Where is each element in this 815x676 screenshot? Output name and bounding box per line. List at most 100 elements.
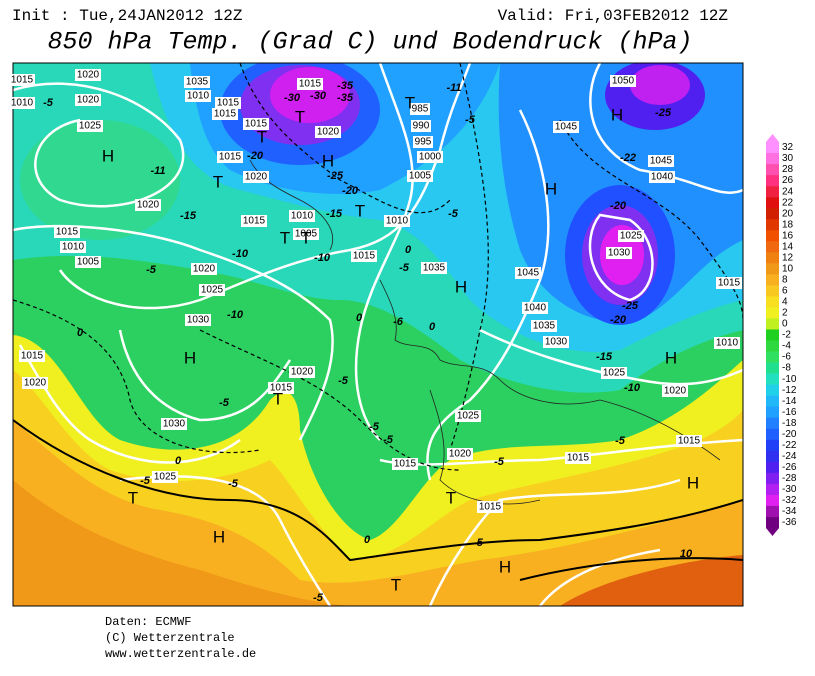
isobar-label: 1035 bbox=[533, 321, 556, 332]
isobar-label-box bbox=[477, 501, 503, 513]
colorbar-label: -34 bbox=[782, 506, 797, 517]
temperature-label: 0 bbox=[77, 327, 84, 339]
colorbar-label: -16 bbox=[782, 407, 797, 418]
temperature-label: -5 bbox=[140, 475, 151, 487]
pressure-center: T bbox=[257, 127, 267, 146]
temperature-label: -10 bbox=[314, 252, 331, 264]
colorbar-label: 8 bbox=[782, 274, 788, 285]
isobar-label-box bbox=[515, 267, 541, 279]
temperature-label: -25 bbox=[622, 300, 639, 312]
colorbar-label: -30 bbox=[782, 484, 797, 495]
isobar-label: 1020 bbox=[317, 127, 340, 138]
isobar-label-box bbox=[185, 314, 211, 326]
isobar-label: 1025 bbox=[154, 472, 177, 483]
isobar-label: 1010 bbox=[291, 211, 314, 222]
isobar-label: 1015 bbox=[21, 351, 44, 362]
isobar-label: 1005 bbox=[409, 171, 432, 182]
isobar-label-box bbox=[75, 94, 101, 106]
isobar-label-box bbox=[60, 241, 86, 253]
isobar-label: 1025 bbox=[620, 231, 643, 242]
isobar-label-box bbox=[19, 350, 45, 362]
colorbar-swatch bbox=[766, 395, 779, 407]
isobar-label-box bbox=[77, 120, 103, 132]
temperature-label: -6 bbox=[393, 316, 404, 328]
isobar-label: 1005 bbox=[295, 229, 318, 240]
temperature-label: -20 bbox=[342, 185, 359, 197]
isobar-label: 1035 bbox=[186, 77, 209, 88]
isobar-label-box bbox=[455, 410, 481, 422]
temperature-label: -35 bbox=[337, 92, 354, 104]
temperature-label: -5 bbox=[494, 456, 505, 468]
temperature-label: -5 bbox=[399, 262, 410, 274]
colorbar-swatch bbox=[766, 351, 779, 363]
colorbar-label: -20 bbox=[782, 429, 797, 440]
pressure-center: H bbox=[611, 105, 623, 124]
colorbar-swatch bbox=[766, 318, 779, 330]
pressure-center: T bbox=[355, 201, 365, 220]
isobar-label: 990 bbox=[413, 121, 430, 132]
isobar-label-box bbox=[648, 155, 674, 167]
pressure-center: H bbox=[455, 277, 467, 296]
colorbar-swatch bbox=[766, 252, 779, 264]
colorbar-label: 6 bbox=[782, 286, 788, 297]
isobar-label-box bbox=[54, 226, 80, 238]
isobar-label-box bbox=[297, 78, 323, 90]
temperature-label: -20 bbox=[247, 150, 264, 162]
isobar-label: 1020 bbox=[449, 449, 472, 460]
temperature-label: -5 bbox=[383, 434, 394, 446]
pressure-center: H bbox=[545, 179, 557, 198]
colorbar-swatch bbox=[766, 175, 779, 187]
colorbar-swatch bbox=[766, 285, 779, 297]
isobar-label-box bbox=[417, 151, 443, 163]
map-field bbox=[13, 63, 743, 606]
pressure-center: H bbox=[687, 473, 699, 492]
colorbar-label: -8 bbox=[782, 363, 791, 374]
isobar-label-box bbox=[215, 97, 241, 109]
colorbar-label: 28 bbox=[782, 164, 794, 175]
pressure-center: H bbox=[184, 348, 196, 367]
isobar-label: 1030 bbox=[187, 315, 210, 326]
pressure-center: H bbox=[213, 527, 225, 546]
temperature-label: 10 bbox=[680, 548, 693, 560]
isobar-label-box bbox=[152, 471, 178, 483]
temperature-label: -15 bbox=[326, 208, 343, 220]
colorbar-swatch bbox=[766, 296, 779, 308]
temperature-label: -5 bbox=[146, 264, 157, 276]
isobar-label: 1015 bbox=[56, 227, 79, 238]
colorbar-swatch bbox=[766, 340, 779, 352]
temperature-label: -10 bbox=[624, 382, 641, 394]
isobar-label-box bbox=[199, 284, 225, 296]
colorbar-swatch bbox=[766, 329, 779, 341]
colorbar-label: 18 bbox=[782, 219, 794, 230]
pressure-center: H bbox=[322, 151, 334, 170]
temperature-label: -5 bbox=[448, 208, 459, 220]
colorbar-swatch bbox=[766, 241, 779, 253]
isobar-label: 1020 bbox=[245, 172, 268, 183]
temperature-label: -10 bbox=[227, 309, 244, 321]
footer-url: www.wetterzentrale.de bbox=[105, 647, 256, 661]
colorbar-swatch bbox=[766, 219, 779, 231]
isobar-label-box bbox=[601, 367, 627, 379]
pressure-center: T bbox=[301, 228, 311, 247]
isobar-label-box bbox=[217, 151, 243, 163]
colorbar-swatch bbox=[766, 417, 779, 430]
isobar-label: 1040 bbox=[524, 303, 547, 314]
isobar-label: 1015 bbox=[11, 75, 34, 86]
isobar-label-box bbox=[565, 452, 591, 464]
isobar-label: 1015 bbox=[299, 79, 322, 90]
isobar-label-box bbox=[75, 256, 101, 268]
isobar-label: 1020 bbox=[664, 386, 687, 397]
temperature-label: -22 bbox=[620, 152, 636, 164]
colorbar-swatch bbox=[766, 406, 779, 419]
isobar-label-box bbox=[268, 382, 294, 394]
isobar-label-box bbox=[289, 366, 315, 378]
colorbar-swatch bbox=[766, 373, 779, 385]
isobar-label-box bbox=[315, 126, 341, 138]
temperature-label: -5 bbox=[369, 421, 380, 433]
colorbar-label: -32 bbox=[782, 495, 797, 506]
colorbar-swatch bbox=[766, 230, 779, 242]
temperature-label: -25 bbox=[327, 170, 344, 182]
colorbar-swatch bbox=[766, 461, 779, 474]
isobar-label: 985 bbox=[412, 104, 429, 115]
